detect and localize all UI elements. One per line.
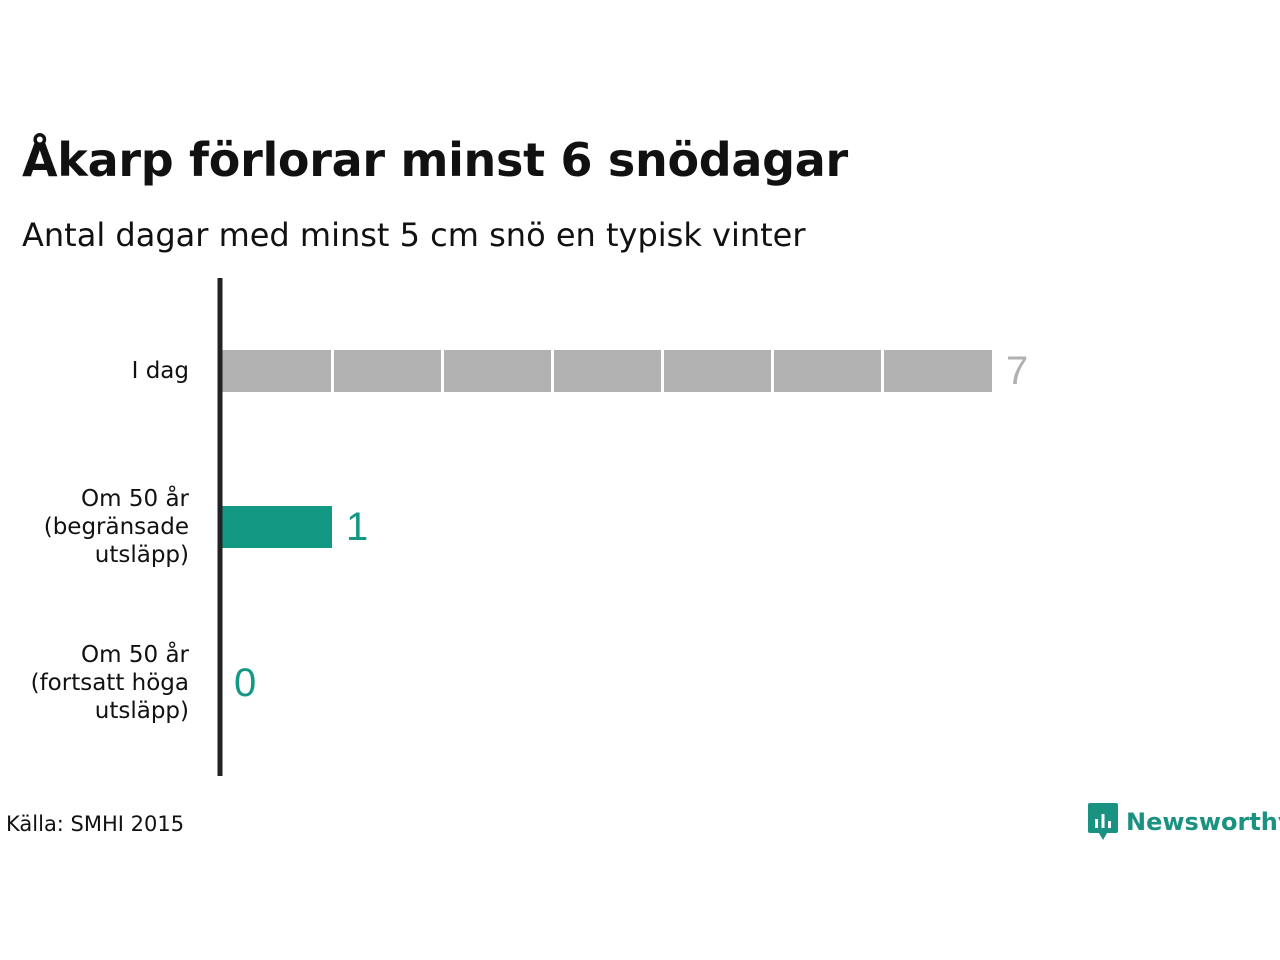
category-label-0: I dag (132, 358, 189, 384)
value-label-0: 7 (1006, 349, 1028, 393)
category-label-1: Om 50 år (begränsade utsläpp) (44, 484, 190, 568)
category-label-2-line-1: (fortsatt höga (31, 670, 189, 696)
value-label-2: 0 (234, 661, 256, 705)
category-label-2-line-2: utsläpp) (95, 698, 189, 724)
chart-title: Åkarp förlorar minst 6 snödagar (22, 133, 848, 187)
brand-name: Newsworthy (1126, 808, 1280, 836)
category-label-2: Om 50 år (fortsatt höga utsläpp) (31, 640, 190, 724)
category-label-1-line-1: (begränsade (44, 514, 189, 540)
bar-1 (222, 506, 332, 548)
category-label-1-line-2: utsläpp) (95, 542, 189, 568)
bar-0-segment-divider-3 (551, 350, 554, 392)
chart-subtitle: Antal dagar med minst 5 cm snö en typisk… (22, 216, 806, 254)
category-label-1-line-0: Om 50 år (81, 484, 189, 512)
category-label-2-line-0: Om 50 år (81, 640, 189, 668)
newsworthy-logo-icon (1088, 803, 1118, 840)
source-label: Källa: SMHI 2015 (6, 812, 185, 836)
bar-0-segment-divider-4 (661, 350, 664, 392)
value-label-1: 1 (346, 505, 368, 549)
bar-0-segment-divider-5 (771, 350, 774, 392)
category-label-0-line-0: I dag (132, 358, 189, 384)
bar-0 (222, 350, 992, 392)
bar-0-segment-divider-1 (331, 350, 334, 392)
bar-0-segment-divider-6 (881, 350, 884, 392)
newsworthy-brand: Newsworthy (1088, 803, 1280, 841)
bar-0-segment-divider-2 (441, 350, 444, 392)
